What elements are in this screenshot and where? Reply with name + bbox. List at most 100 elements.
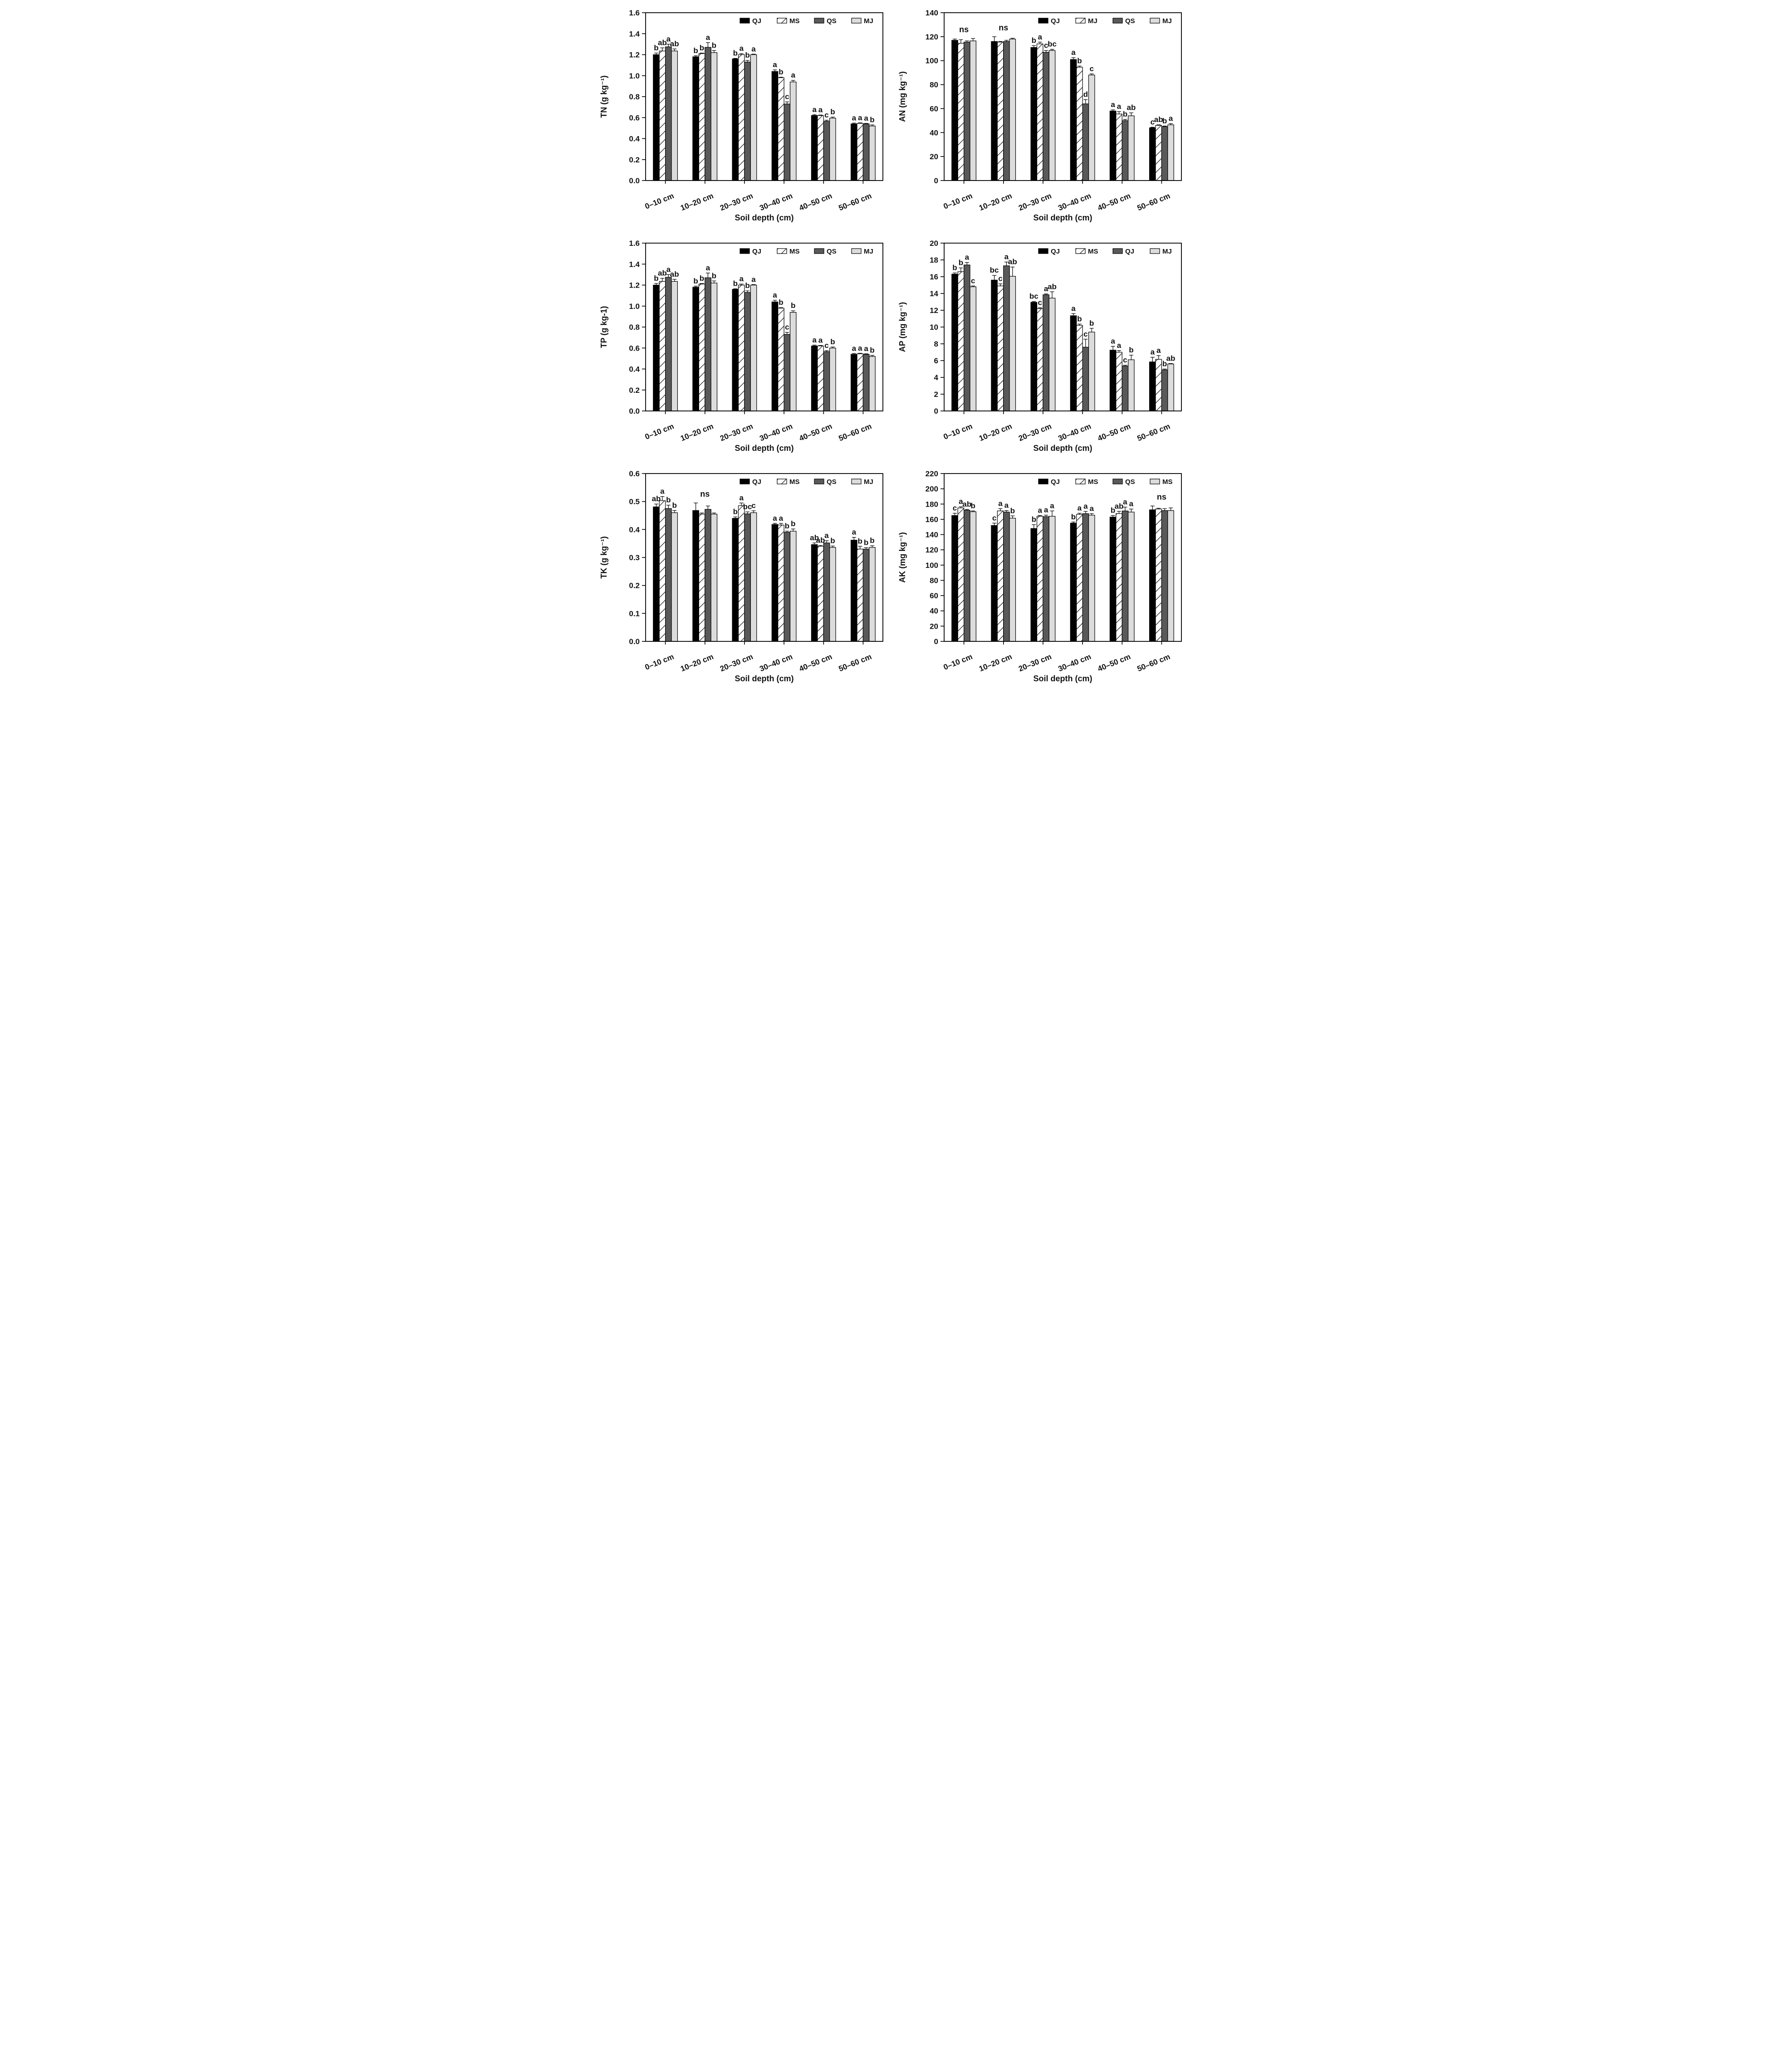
sig-letter: b [745, 51, 749, 59]
error-bar [660, 496, 664, 501]
bar [1167, 510, 1174, 642]
error-bar [965, 40, 969, 42]
bar [1122, 366, 1128, 411]
error-bar [1150, 357, 1155, 362]
legend-label: QJ [1051, 248, 1060, 255]
sig-letter: a [773, 514, 777, 523]
error-bar [1077, 513, 1082, 514]
y-axis-title: AP (mg kg⁻¹) [898, 302, 907, 352]
sig-letter: b [733, 49, 737, 58]
group-labels: ns [700, 489, 710, 498]
error-bar [970, 510, 975, 512]
x-axis-title: Soil depth (cm) [1033, 213, 1092, 222]
error-bar [660, 47, 664, 51]
bar [1161, 510, 1168, 642]
bar [856, 548, 863, 642]
sig-letter: a [1004, 501, 1009, 510]
bar [1088, 515, 1095, 642]
bar [1167, 124, 1174, 181]
plot-border [645, 243, 883, 411]
bar [659, 281, 666, 411]
error-bar [1038, 42, 1042, 44]
y-tick-label: 100 [925, 561, 938, 570]
bar [744, 513, 751, 642]
error-bar [745, 60, 749, 62]
bar [963, 42, 970, 181]
error-bar [705, 42, 710, 48]
bar [862, 548, 869, 642]
y-tick-label: 140 [925, 9, 938, 17]
bar [1115, 352, 1122, 411]
error-bar [784, 332, 789, 335]
error-bar [700, 53, 704, 54]
error-bar [693, 503, 698, 511]
bar [1009, 39, 1016, 181]
bar [732, 59, 739, 181]
error-bar [751, 284, 755, 285]
sig-letter: ab [670, 39, 679, 48]
sig-letter: c [1089, 64, 1093, 73]
sig-letter: a [1043, 284, 1048, 293]
legend: QJ MS QJ MJ [1038, 248, 1171, 255]
error-bar [773, 300, 777, 302]
bar [1003, 265, 1010, 411]
y-tick-label: 1.4 [629, 29, 640, 38]
bar [704, 277, 711, 411]
error-bar [1071, 57, 1075, 60]
plot-border [943, 243, 1182, 411]
error-bar [711, 50, 716, 53]
bar [823, 351, 830, 411]
plot-border [943, 12, 1182, 181]
sig-letter: b [1162, 360, 1166, 368]
bar [1042, 294, 1049, 411]
error-bar [998, 508, 1002, 511]
sig-letter: ab [816, 536, 825, 545]
bar [817, 115, 824, 181]
bar [811, 544, 818, 642]
sig-letter: b [1010, 506, 1014, 515]
sig-letter: b [1089, 319, 1094, 327]
sig-letter: a [773, 291, 777, 299]
sig-letter: a [1071, 304, 1076, 313]
error-bar [1089, 513, 1094, 515]
error-bar [1077, 66, 1082, 68]
error-bar [1038, 515, 1042, 517]
sig-letter: ab [810, 533, 819, 542]
sig-letter: a [705, 264, 710, 272]
bar [784, 532, 790, 642]
y-tick-label: 0.2 [629, 582, 640, 590]
bar [659, 500, 666, 642]
bar [957, 43, 964, 181]
bar [784, 334, 790, 411]
legend-swatch [1112, 479, 1123, 484]
x-axis-title: Soil depth (cm) [735, 674, 794, 683]
bar [732, 518, 739, 642]
legend-swatch [1149, 248, 1160, 254]
bar [738, 54, 745, 181]
error-bar [1089, 328, 1094, 332]
sig-letter: c [992, 513, 996, 522]
error-bar [1168, 123, 1173, 125]
sig-letter: a [1077, 504, 1082, 513]
y-axis: 0 20 40 60 80 100 120 140 [925, 9, 944, 185]
sig-letter: a [852, 113, 856, 122]
x-axis-title: Soil depth (cm) [1033, 444, 1092, 453]
sig-letter: b [1122, 110, 1127, 118]
bar [951, 274, 958, 411]
bar [1109, 350, 1116, 411]
sig-letter: b [791, 519, 795, 528]
legend-swatch [739, 248, 750, 254]
sig-letter: c [1083, 330, 1087, 338]
error-bar [672, 510, 676, 513]
sig-letter: a [959, 497, 963, 506]
sig-letter: a [773, 60, 777, 69]
legend-swatch [851, 18, 862, 24]
error-bar [830, 546, 835, 547]
bar [1070, 315, 1077, 411]
legend-label: QS [1125, 17, 1135, 25]
bar [1070, 59, 1077, 181]
